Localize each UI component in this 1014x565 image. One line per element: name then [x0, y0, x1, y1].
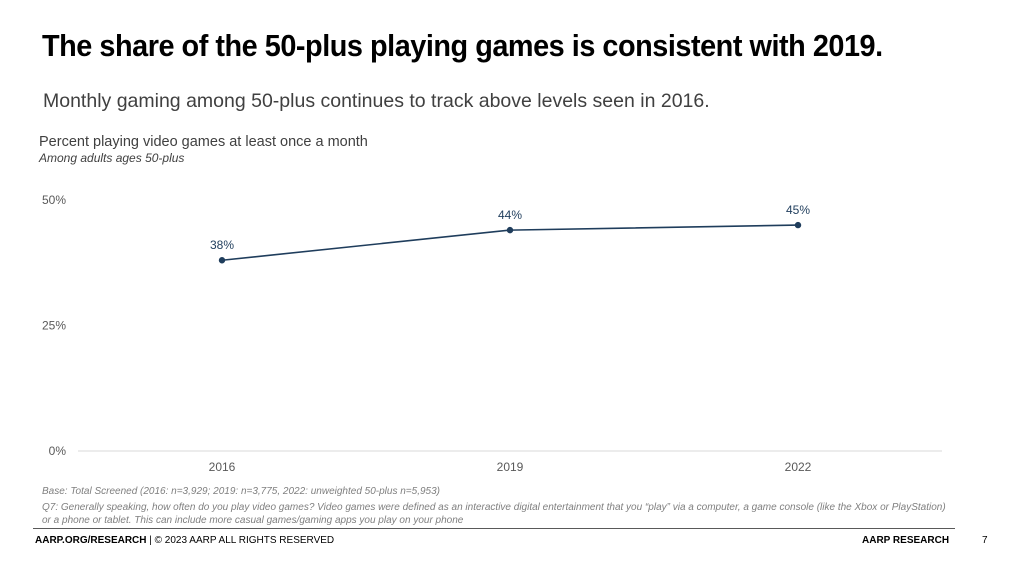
- footer-rights: | © 2023 AARP ALL RIGHTS RESERVED: [146, 535, 335, 546]
- data-label: 38%: [210, 238, 234, 252]
- x-tick-label: 2019: [497, 460, 524, 474]
- y-tick-label: 25%: [42, 319, 66, 333]
- footer-copyright: AARP.ORG/RESEARCH | © 2023 AARP ALL RIGH…: [35, 535, 334, 546]
- data-point: [794, 221, 802, 229]
- chart-subtitle: Among adults ages 50-plus: [39, 151, 185, 165]
- data-point: [506, 226, 514, 234]
- base-note: Base: Total Screened (2016: n=3,929; 201…: [42, 486, 440, 497]
- chart-title: Percent playing video games at least onc…: [39, 134, 368, 150]
- data-point: [218, 257, 226, 264]
- x-tick-label: 2022: [785, 460, 812, 474]
- footer-site-link[interactable]: AARP.ORG/RESEARCH: [35, 535, 147, 546]
- data-label: 44%: [498, 208, 522, 222]
- slide-title: The share of the 50-plus playing games i…: [42, 28, 883, 63]
- x-tick-label: 2016: [209, 460, 236, 474]
- footer-brand: AARP RESEARCH: [862, 535, 950, 546]
- data-label: 45%: [786, 203, 810, 217]
- slide-subtitle: Monthly gaming among 50-plus continues t…: [43, 90, 710, 112]
- y-tick-label: 50%: [42, 193, 66, 207]
- footer-divider: [33, 528, 955, 529]
- page-number: 7: [982, 535, 988, 546]
- y-tick-label: 0%: [49, 444, 67, 458]
- question-note: Q7: Generally speaking, how often do you…: [42, 502, 946, 526]
